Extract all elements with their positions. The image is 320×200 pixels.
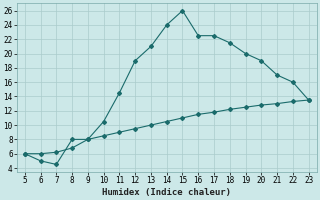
X-axis label: Humidex (Indice chaleur): Humidex (Indice chaleur): [102, 188, 231, 197]
